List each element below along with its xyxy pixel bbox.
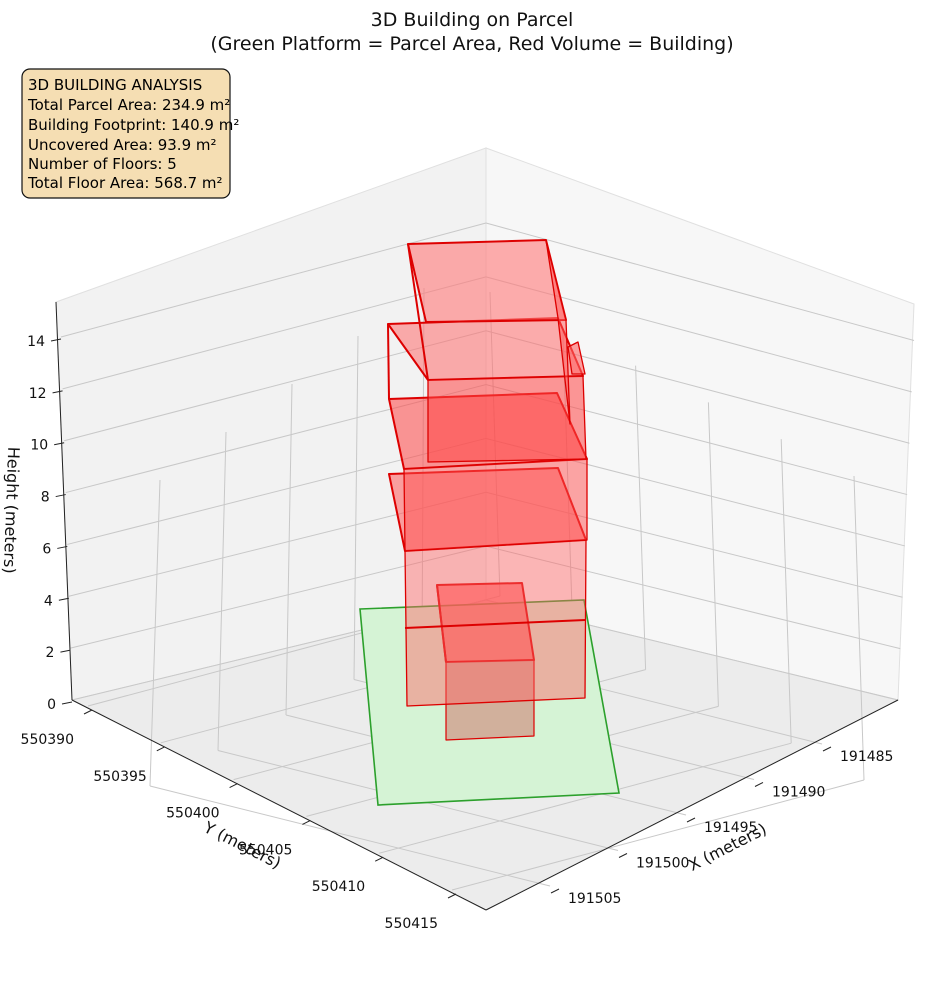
z-grid-line-left bbox=[60, 222, 487, 338]
y-tick-mark bbox=[83, 709, 93, 715]
y-grid-line-wall bbox=[853, 475, 865, 781]
z-axis-label: Height (meters) bbox=[0, 446, 23, 574]
y-tick-mark bbox=[374, 856, 384, 862]
z-tick-label: 4 bbox=[44, 593, 53, 609]
info-line-uncovered: Uncovered Area: 93.9 m² bbox=[28, 136, 217, 154]
z-tick-label: 8 bbox=[41, 490, 50, 506]
info-box-background bbox=[21, 68, 231, 199]
z-tick-mark bbox=[54, 442, 65, 446]
x-tick-label: 191505 bbox=[568, 891, 621, 907]
chart-subtitle: (Green Platform = Parcel Area, Red Volum… bbox=[210, 33, 733, 55]
y-tick-mark bbox=[447, 893, 457, 899]
y-grid-line-wall bbox=[635, 365, 647, 670]
x-tick-mark bbox=[686, 817, 696, 823]
y-tick-label: 550415 bbox=[385, 916, 438, 932]
z-tick-mark bbox=[57, 545, 68, 549]
x-tick-label: 191490 bbox=[772, 785, 825, 801]
y-grid-line-wall bbox=[707, 402, 719, 707]
y-tick-label: 550410 bbox=[312, 879, 365, 895]
z-tick-label: 14 bbox=[27, 334, 45, 350]
x-tick-mark bbox=[618, 853, 628, 858]
info-box-heading: 3D BUILDING ANALYSIS bbox=[28, 76, 202, 94]
x-axis-line bbox=[485, 699, 899, 911]
info-line-footprint: Building Footprint: 140.9 m² bbox=[28, 116, 239, 134]
building-floor-3-front bbox=[427, 375, 587, 463]
info-line-floor-area: Total Floor Area: 568.7 m² bbox=[27, 174, 223, 192]
z-tick-label: 12 bbox=[29, 386, 47, 402]
x-tick-mark bbox=[550, 888, 560, 894]
y-tick-label: 550390 bbox=[21, 732, 74, 748]
building-floor-1-line bbox=[404, 619, 586, 629]
y-grid-line-floor bbox=[451, 779, 865, 891]
y-tick-label: 550405 bbox=[239, 842, 292, 858]
y-grid-line-wall bbox=[780, 439, 792, 744]
tick-labels: 0 2 4 6 8 10 12 14 550390 550395 550400 550405 55041… bbox=[21, 334, 894, 932]
y-grid-line-floor bbox=[379, 742, 792, 854]
z-grid-line-left bbox=[70, 545, 487, 649]
z-tick-mark bbox=[61, 701, 73, 705]
info-line-floors: Number of Floors: 5 bbox=[28, 155, 177, 173]
building-floor-3-edge bbox=[387, 323, 390, 400]
x-tick-mark bbox=[822, 746, 832, 752]
info-line-parcel-area: Total Parcel Area: 234.9 m² bbox=[27, 96, 230, 114]
info-box: 3D BUILDING ANALYSIS Total Parcel Area: … bbox=[21, 68, 239, 199]
x-tick-label: 191495 bbox=[704, 820, 757, 836]
x-tick-label: 191485 bbox=[840, 749, 893, 765]
y-tick-mark bbox=[156, 746, 166, 752]
x-grid-line-wall bbox=[353, 335, 359, 680]
z-tick-label: 0 bbox=[47, 697, 56, 713]
building-block-ground-front bbox=[445, 659, 535, 741]
building-floor-top bbox=[407, 239, 567, 323]
y-tick-mark bbox=[302, 819, 311, 825]
z-tick-mark bbox=[50, 338, 62, 342]
z-tick-mark bbox=[52, 390, 63, 394]
x-tick-mark bbox=[754, 782, 764, 787]
x-tick-label: 191500 bbox=[636, 856, 689, 872]
building-top-edge bbox=[407, 243, 429, 381]
building-floor-top-side bbox=[545, 239, 571, 425]
z-grid-line-right bbox=[485, 545, 901, 650]
y-tick-label: 550395 bbox=[93, 769, 146, 785]
y-axis-line bbox=[71, 699, 487, 911]
y-tick-label: 550400 bbox=[166, 806, 219, 822]
x-grid-line-wall bbox=[149, 479, 161, 787]
building-block-ground-edge bbox=[436, 584, 447, 663]
z-axis-line bbox=[55, 301, 73, 701]
x-grid-line-floor bbox=[149, 785, 551, 887]
chart-title: 3D Building on Parcel bbox=[371, 9, 574, 31]
z-tick-label: 6 bbox=[42, 541, 51, 557]
building-volume bbox=[387, 239, 588, 741]
z-tick-mark bbox=[60, 649, 71, 653]
building-floor-2-front bbox=[403, 458, 588, 552]
x-grid-line-wall bbox=[217, 431, 227, 751]
z-tick-mark bbox=[58, 597, 69, 601]
z-grid-line-right bbox=[485, 222, 915, 341]
building-side-strip bbox=[567, 341, 586, 375]
z-tick-mark bbox=[55, 494, 66, 498]
z-tick-label: 2 bbox=[46, 645, 55, 661]
x-grid-line-wall bbox=[285, 383, 293, 716]
y-tick-mark bbox=[229, 783, 238, 789]
z-tick-label: 10 bbox=[30, 438, 48, 454]
